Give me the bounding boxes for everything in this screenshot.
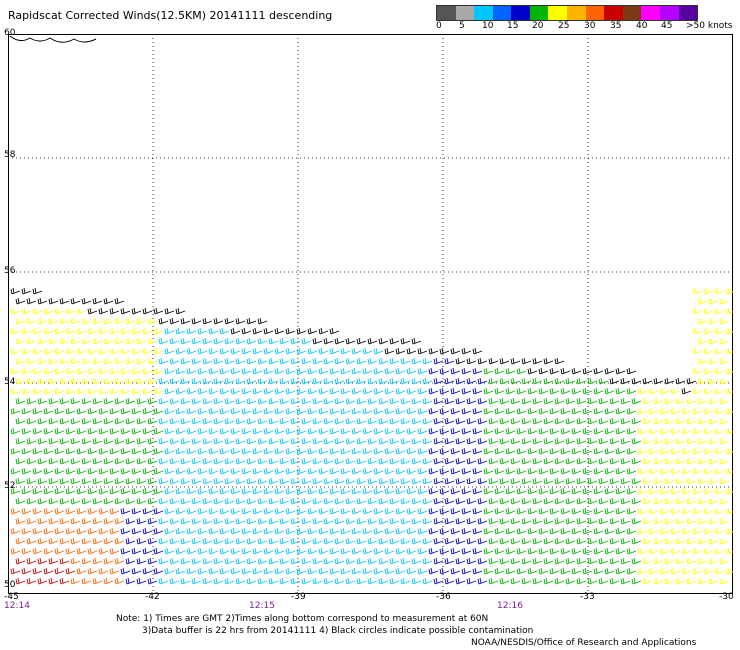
wind-barb-map bbox=[8, 34, 733, 594]
note-line-1: Note: 1) Times are GMT 2)Times along bot… bbox=[116, 614, 489, 624]
legend-label-40: 40 bbox=[636, 21, 648, 31]
legend-label-30: 30 bbox=[584, 21, 596, 31]
legend-swatch-8 bbox=[585, 6, 605, 20]
wind-barbs bbox=[10, 287, 733, 585]
legend-swatch-9 bbox=[604, 6, 623, 20]
legend-label-20: 20 bbox=[532, 21, 544, 31]
lon-label-39w: -39 bbox=[291, 592, 306, 602]
lon-label-45w: -45 bbox=[4, 592, 19, 602]
lat-label-50: 50 bbox=[4, 580, 16, 590]
legend-swatch-10 bbox=[622, 6, 642, 20]
legend-swatch-0 bbox=[437, 6, 456, 20]
legend-label-15: 15 bbox=[507, 21, 519, 31]
legend-label-5: 5 bbox=[459, 21, 465, 31]
legend-swatch-2 bbox=[474, 6, 493, 20]
wind-speed-color-legend bbox=[436, 5, 698, 21]
lon-label-42w: -42 bbox=[145, 592, 160, 602]
legend-swatch-3 bbox=[492, 6, 512, 20]
legend-swatch-12 bbox=[659, 6, 679, 20]
time-label-1214: 12:14 bbox=[4, 601, 30, 611]
legend-label-50plus: >50 knots bbox=[686, 21, 733, 31]
lat-label-60: 60 bbox=[4, 28, 16, 38]
legend-label-35: 35 bbox=[610, 21, 622, 31]
legend-swatch-13 bbox=[678, 6, 698, 20]
legend-swatch-1 bbox=[455, 6, 475, 20]
plot-frame bbox=[8, 34, 733, 594]
legend-label-25: 25 bbox=[558, 21, 570, 31]
note-line-2: 3)Data buffer is 22 hrs from 20141111 4)… bbox=[142, 626, 534, 636]
lon-label-33w: -33 bbox=[580, 592, 595, 602]
legend-swatch-7 bbox=[567, 6, 586, 20]
note-line-3: NOAA/NESDIS/Office of Research and Appli… bbox=[471, 638, 697, 648]
legend-swatch-5 bbox=[529, 6, 549, 20]
chart-title: Rapidscat Corrected Winds(12.5KM) 201411… bbox=[8, 9, 333, 22]
lat-label-56: 56 bbox=[4, 266, 16, 276]
lat-label-54: 54 bbox=[4, 377, 16, 387]
time-label-1215: 12:15 bbox=[249, 601, 275, 611]
lon-label-36w: -36 bbox=[436, 592, 451, 602]
lat-label-58: 58 bbox=[4, 150, 16, 160]
legend-label-0: 0 bbox=[436, 21, 442, 31]
time-label-1216: 12:16 bbox=[497, 601, 523, 611]
legend-swatch-11 bbox=[641, 6, 660, 20]
legend-swatch-4 bbox=[511, 6, 530, 20]
legend-label-10: 10 bbox=[482, 21, 494, 31]
legend-swatch-6 bbox=[548, 6, 568, 20]
contamination-marks bbox=[9, 35, 97, 43]
legend-labels: 0 5 10 15 20 25 30 35 40 45 >50 knots bbox=[0, 21, 740, 33]
legend-label-45: 45 bbox=[661, 21, 673, 31]
lat-label-52: 52 bbox=[4, 481, 16, 491]
lon-label-30w: -30 bbox=[719, 592, 734, 602]
